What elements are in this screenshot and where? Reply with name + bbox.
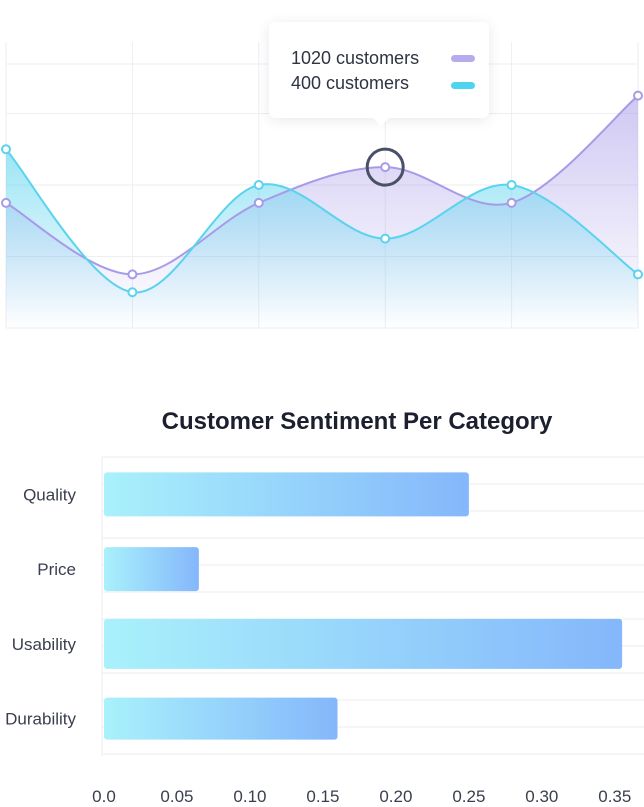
point-cyan bbox=[127, 287, 138, 298]
point-purple bbox=[253, 197, 264, 208]
bar-durability bbox=[104, 697, 338, 740]
bar-chart-title: Customer Sentiment Per Category bbox=[161, 408, 553, 435]
category-label: Quality bbox=[23, 485, 76, 504]
area-cyan bbox=[6, 149, 638, 328]
tooltip-label-series-2: 400 customers bbox=[291, 73, 410, 93]
tooltip-swatch-series-2 bbox=[451, 82, 475, 89]
tooltip-swatch-series-1 bbox=[451, 55, 475, 62]
bar-quality bbox=[104, 472, 469, 517]
category-label: Price bbox=[37, 560, 76, 579]
point-purple bbox=[127, 269, 138, 280]
x-tick-label: 0.30 bbox=[525, 787, 558, 806]
point-purple bbox=[633, 90, 643, 101]
bar-usability bbox=[104, 618, 623, 669]
line-purple bbox=[5, 94, 639, 276]
x-tick-label: 0.20 bbox=[379, 787, 412, 806]
point-cyan bbox=[253, 180, 264, 190]
x-tick-label: 0.35 bbox=[598, 787, 631, 806]
point-purple bbox=[380, 162, 391, 173]
bar-chart: Quality Price Usability Durability 0.0 0.05 0.… bbox=[5, 456, 644, 806]
focus-ring bbox=[365, 147, 405, 187]
x-tick-label: 0.15 bbox=[306, 787, 339, 806]
category-label: Durability bbox=[5, 710, 76, 729]
point-cyan bbox=[633, 269, 643, 280]
x-tick-label: 0.25 bbox=[452, 787, 485, 806]
point-cyan bbox=[380, 233, 391, 244]
x-tick-label: 0.10 bbox=[233, 787, 266, 806]
bar-price bbox=[104, 547, 199, 592]
point-cyan bbox=[1, 144, 11, 155]
point-purple bbox=[1, 197, 11, 208]
chart-tooltip: 1020 customers 400 customers bbox=[269, 22, 489, 126]
line-cyan bbox=[5, 148, 639, 294]
point-purple bbox=[506, 197, 517, 208]
category-label: Usability bbox=[12, 635, 77, 654]
x-tick-label: 0.05 bbox=[160, 787, 193, 806]
line-chart bbox=[1, 42, 643, 329]
point-cyan bbox=[506, 180, 517, 190]
x-tick-label: 0.0 bbox=[92, 787, 116, 806]
tooltip-label-series-1: 1020 customers bbox=[291, 48, 420, 68]
